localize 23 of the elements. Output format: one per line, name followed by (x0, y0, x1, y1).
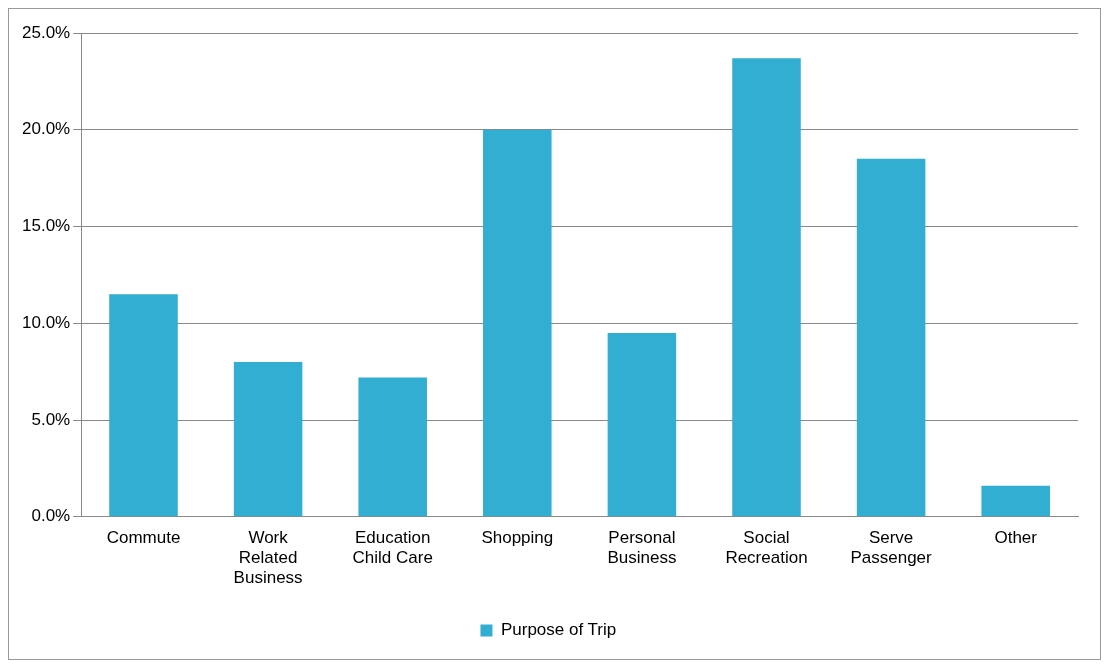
bar (732, 58, 801, 517)
x-tick-label: Social Recreation (725, 527, 808, 568)
bar (856, 158, 926, 517)
y-tick-label: 10.0% (22, 312, 71, 332)
bar (358, 377, 427, 517)
x-tick-label: Personal Business (607, 527, 677, 568)
x-tick-label: Work Related Business (233, 527, 303, 588)
x-tick-label: Serve Passenger (850, 527, 933, 568)
bar (109, 294, 178, 517)
x-tick-label: Education Child Care (352, 527, 433, 568)
y-tick-label: 25.0% (22, 22, 71, 42)
x-tick-label: Other (994, 527, 1038, 547)
bar (981, 485, 1050, 517)
bar (233, 361, 303, 517)
bar (607, 332, 677, 517)
y-tick-label: 15.0% (22, 216, 71, 236)
x-tick-label: Commute (106, 527, 181, 547)
y-tick-label: 20.0% (22, 119, 71, 139)
y-tick-label: 5.0% (31, 409, 71, 429)
legend-label: Purpose of Trip (500, 620, 617, 640)
x-tick-label: Shopping (481, 527, 554, 547)
y-tick-label: 0.0% (31, 506, 71, 526)
bar (483, 129, 552, 517)
